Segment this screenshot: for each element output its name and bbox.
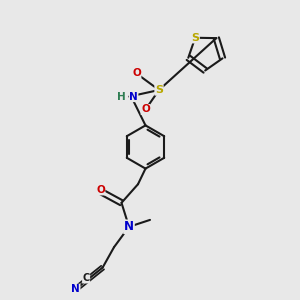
Text: H: H bbox=[117, 92, 126, 102]
Text: O: O bbox=[96, 185, 105, 195]
Text: C: C bbox=[82, 273, 90, 283]
Text: S: S bbox=[191, 33, 199, 43]
Text: O: O bbox=[141, 104, 150, 115]
Text: N: N bbox=[124, 220, 134, 233]
Text: S: S bbox=[155, 85, 163, 95]
Text: N: N bbox=[71, 284, 80, 294]
Text: O: O bbox=[132, 68, 141, 79]
Text: N: N bbox=[129, 92, 138, 102]
